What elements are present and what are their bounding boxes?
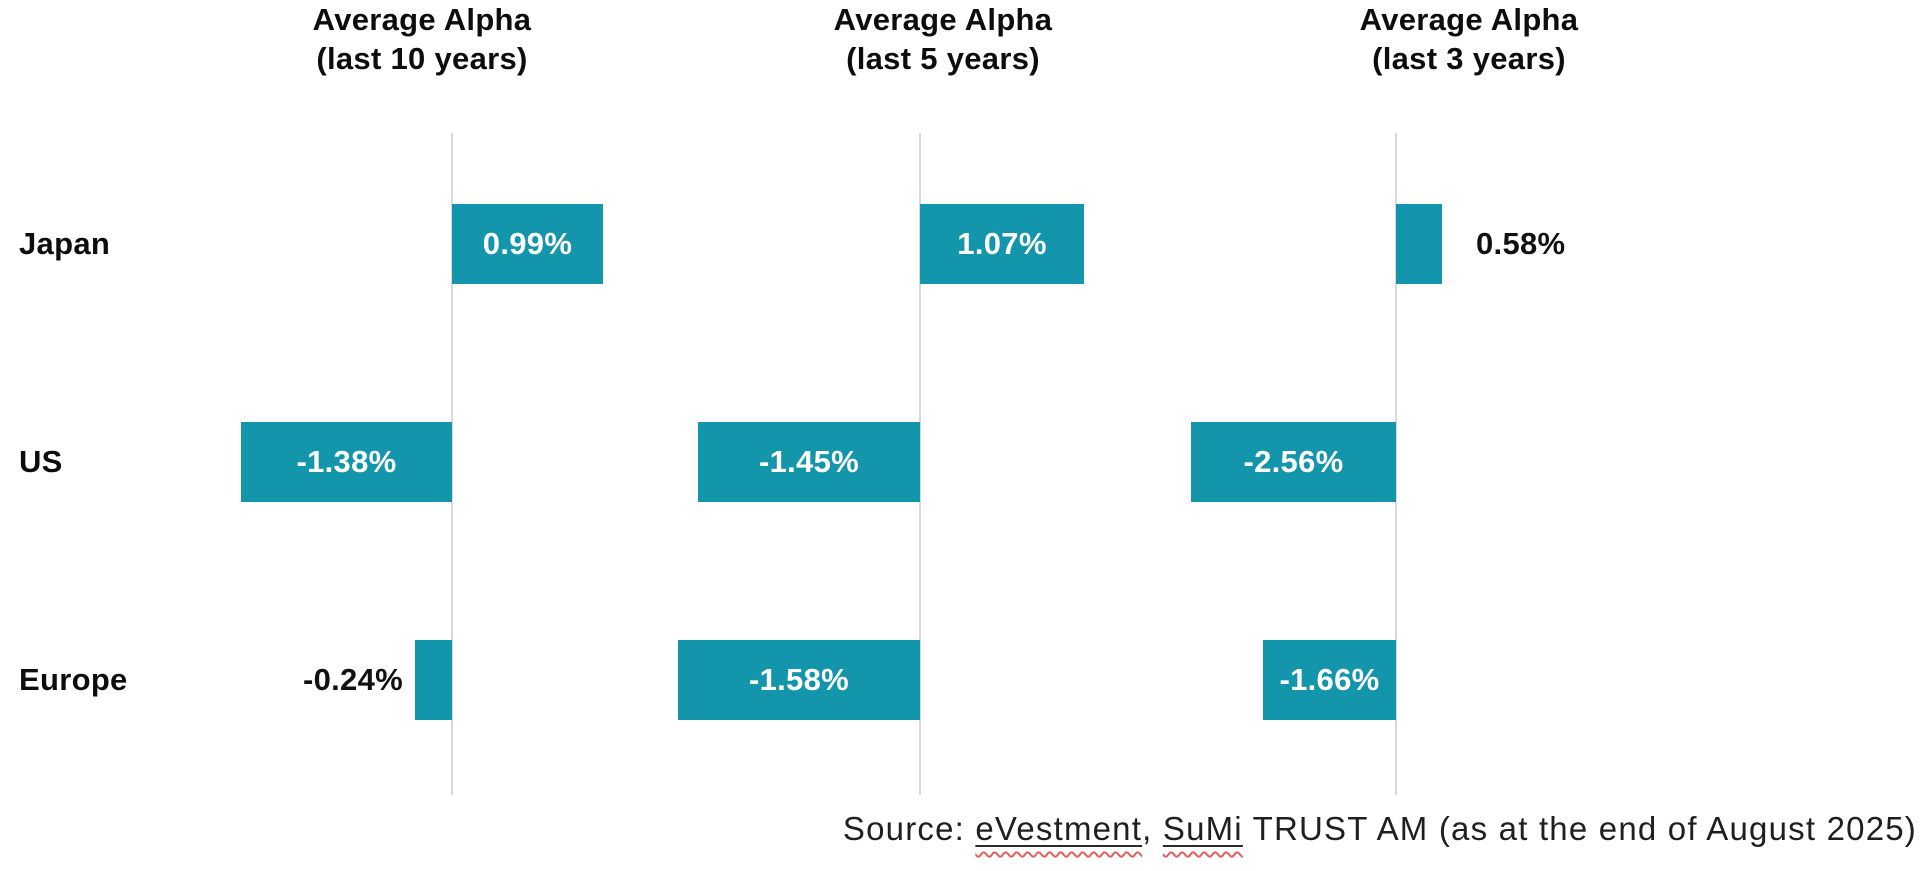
value-label-europe-chart1: -0.24% [302,662,403,697]
chart-title-10y: Average Alpha (last 10 years) [192,0,652,78]
chart-title-3y: Average Alpha (last 3 years) [1239,0,1699,78]
bar-japan-chart3 [1396,204,1442,284]
source-separator: , [1142,810,1163,847]
chart-title-10y-line2: (last 10 years) [316,41,528,76]
value-label-japan-chart3: 0.58% [1476,226,1566,261]
value-label-japan-chart2: 1.07% [957,226,1047,261]
value-label-japan-chart1: 0.99% [482,226,573,261]
bar-europe-chart3: -1.66% [1263,640,1396,720]
chart-title-3y-line2: (last 3 years) [1372,41,1566,76]
value-label-us-chart1: -1.38% [296,444,397,479]
category-label-europe: Europe [19,662,128,697]
source-sumi-word: SuMi [1163,810,1243,847]
source-attribution: Source: eVestment, SuMi TRUST AM (as at … [843,806,1917,852]
zero-axis-line-3y [1395,133,1397,795]
chart-title-3y-line1: Average Alpha [1359,2,1579,37]
source-evestment-word: eVestment [975,810,1142,847]
value-label-us-chart2: -1.45% [758,444,860,479]
bar-us-chart1: -1.38% [241,422,452,502]
bar-europe-chart1 [415,640,452,720]
value-label-europe-chart3: -1.66% [1279,662,1380,697]
zero-axis-line-5y [919,133,921,795]
bar-us-chart2: -1.45% [698,422,920,502]
bar-japan-chart1: 0.99% [452,204,603,284]
source-suffix: TRUST AM (as at the end of August 2025) [1242,810,1917,847]
spellcheck-squiggle-evestment: eVestment [975,810,1143,847]
source-prefix: Source: [842,810,976,847]
bar-europe-chart2: -1.58% [678,640,920,720]
chart-title-5y: Average Alpha (last 5 years) [713,0,1173,78]
category-label-us: US [19,444,63,479]
chart-title-5y-line1: Average Alpha [833,2,1053,37]
value-label-europe-chart2: -1.58% [748,662,850,697]
bar-us-chart3: -2.56% [1191,422,1396,502]
spellcheck-squiggle-sumi: SuMi [1162,810,1243,847]
bar-japan-chart2: 1.07% [920,204,1084,284]
zero-axis-line-10y [451,133,453,795]
chart-title-10y-line1: Average Alpha [312,2,532,37]
category-label-japan: Japan [19,226,111,261]
chart-title-5y-line2: (last 5 years) [846,41,1040,76]
value-label-us-chart3: -2.56% [1243,444,1344,479]
